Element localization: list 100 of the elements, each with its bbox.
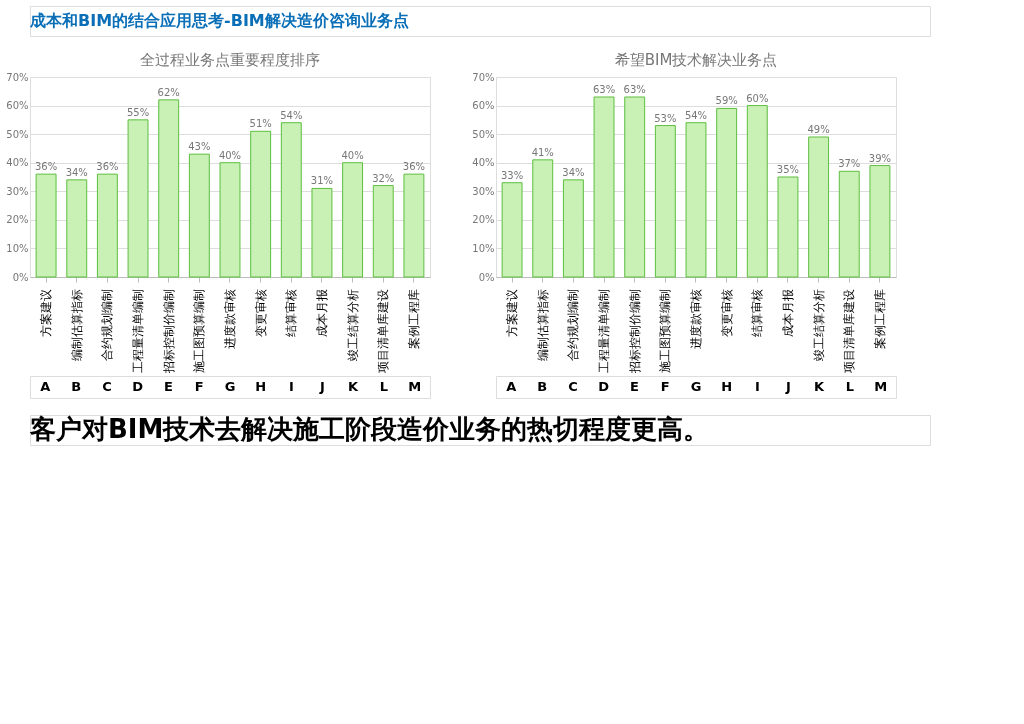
x-tick-label: 案例工程库 bbox=[406, 288, 421, 349]
y-tick-label: 20% bbox=[472, 214, 495, 226]
text: B bbox=[537, 379, 548, 394]
bar bbox=[35, 173, 57, 278]
x-tick-label: 方案建议 bbox=[39, 288, 54, 337]
data-label: 41% bbox=[531, 146, 554, 158]
x-tick-label: 项目清单库建设 bbox=[842, 288, 857, 373]
bar bbox=[219, 162, 241, 278]
bar bbox=[501, 182, 523, 278]
text: G bbox=[224, 379, 236, 394]
x-tick-label: 变更审核 bbox=[719, 288, 734, 337]
text: J bbox=[784, 379, 791, 394]
bar bbox=[777, 176, 799, 278]
bar bbox=[746, 105, 768, 278]
y-tick-label: 70% bbox=[472, 71, 495, 83]
text: H bbox=[255, 379, 267, 394]
x-tick-label: 工程量清单编制 bbox=[131, 288, 146, 373]
data-label: 40% bbox=[218, 149, 242, 161]
y-tick-label: 30% bbox=[472, 185, 495, 197]
bar bbox=[593, 96, 615, 278]
x-tick-label: 竣工结算分析 bbox=[345, 288, 360, 361]
data-label: 63% bbox=[623, 84, 646, 95]
text: M bbox=[874, 379, 888, 394]
bar bbox=[372, 185, 394, 278]
text: D bbox=[598, 379, 610, 394]
bar bbox=[403, 173, 425, 278]
text: D bbox=[132, 379, 144, 394]
text: C bbox=[102, 379, 112, 394]
text: G bbox=[690, 379, 702, 394]
data-label: 53% bbox=[654, 112, 677, 124]
x-tick-label: 招标控制价编制 bbox=[161, 288, 176, 374]
bar bbox=[311, 187, 333, 278]
text: K bbox=[814, 379, 826, 394]
text: J bbox=[318, 379, 325, 394]
data-label: 59% bbox=[715, 95, 738, 107]
bar bbox=[532, 159, 554, 278]
bar bbox=[685, 122, 707, 278]
data-label: 51% bbox=[249, 118, 272, 130]
text: F bbox=[660, 379, 670, 394]
x-tick-label: 成本月报 bbox=[314, 288, 329, 337]
bar bbox=[96, 173, 118, 278]
text: L bbox=[379, 379, 388, 394]
bar bbox=[654, 125, 676, 278]
x-tick-label: 招标控制价编制 bbox=[627, 288, 642, 374]
x-tick-label: 进度款审核 bbox=[689, 288, 703, 349]
data-label: 34% bbox=[65, 166, 88, 178]
x-tick-label: 施工图预算编制 bbox=[658, 288, 673, 373]
bar bbox=[624, 96, 646, 278]
y-tick-label: 0% bbox=[12, 271, 29, 283]
bar bbox=[562, 179, 584, 278]
text: 成本和BIM的结合应用思考-BIM解决造价咨询业务点 bbox=[29, 11, 409, 30]
y-tick-label: 10% bbox=[6, 242, 29, 254]
x-tick-label: 进度款审核 bbox=[223, 288, 237, 349]
data-label: 54% bbox=[684, 109, 708, 121]
bar bbox=[342, 162, 364, 278]
y-tick-label: 40% bbox=[6, 157, 29, 169]
data-label: 36% bbox=[34, 161, 58, 173]
text: A bbox=[40, 379, 51, 394]
text: M bbox=[408, 379, 422, 394]
text: E bbox=[630, 379, 639, 394]
x-tick-label: 结算审核 bbox=[284, 288, 299, 337]
text: C bbox=[568, 379, 578, 394]
x-tick-label: 合约规划编制 bbox=[100, 288, 115, 361]
data-label: 36% bbox=[96, 161, 119, 173]
text: I bbox=[289, 379, 294, 394]
data-label: 34% bbox=[562, 166, 585, 178]
data-label: 40% bbox=[341, 149, 364, 161]
data-label: 36% bbox=[402, 161, 426, 173]
x-tick-label: 施工图预算编制 bbox=[192, 288, 207, 373]
bar bbox=[808, 136, 830, 278]
bar bbox=[838, 170, 860, 278]
chart-title: 希望BIM技术解决业务点 bbox=[614, 51, 778, 69]
x-tick-label: 合约规划编制 bbox=[566, 288, 581, 361]
y-tick-label: 40% bbox=[472, 157, 495, 169]
bar bbox=[716, 107, 738, 278]
data-label: 63% bbox=[592, 84, 616, 95]
chart-title: 全过程业务点重要程度排序 bbox=[140, 51, 320, 69]
bar bbox=[188, 153, 210, 278]
data-label: 35% bbox=[776, 164, 800, 175]
text: E bbox=[164, 379, 173, 394]
y-tick-label: 60% bbox=[472, 100, 495, 112]
data-label: 55% bbox=[126, 106, 150, 118]
data-label: 43% bbox=[188, 141, 211, 153]
data-label: 32% bbox=[372, 172, 395, 184]
x-tick-label: 成本月报 bbox=[780, 288, 795, 337]
y-tick-label: 20% bbox=[6, 214, 29, 226]
x-tick-label: 项目清单库建设 bbox=[376, 288, 391, 373]
x-tick-label: 结算审核 bbox=[750, 288, 765, 337]
data-label: 31% bbox=[310, 175, 334, 187]
text: K bbox=[348, 379, 360, 394]
x-tick-label: 竣工结算分析 bbox=[811, 288, 826, 361]
bar bbox=[66, 179, 88, 278]
bar bbox=[869, 165, 891, 278]
data-label: 49% bbox=[807, 124, 830, 135]
bar bbox=[250, 130, 272, 278]
y-tick-label: 50% bbox=[6, 128, 29, 140]
data-label: 60% bbox=[746, 92, 769, 104]
text: L bbox=[845, 379, 854, 394]
y-tick-label: 0% bbox=[478, 271, 495, 283]
text: I bbox=[755, 379, 760, 394]
